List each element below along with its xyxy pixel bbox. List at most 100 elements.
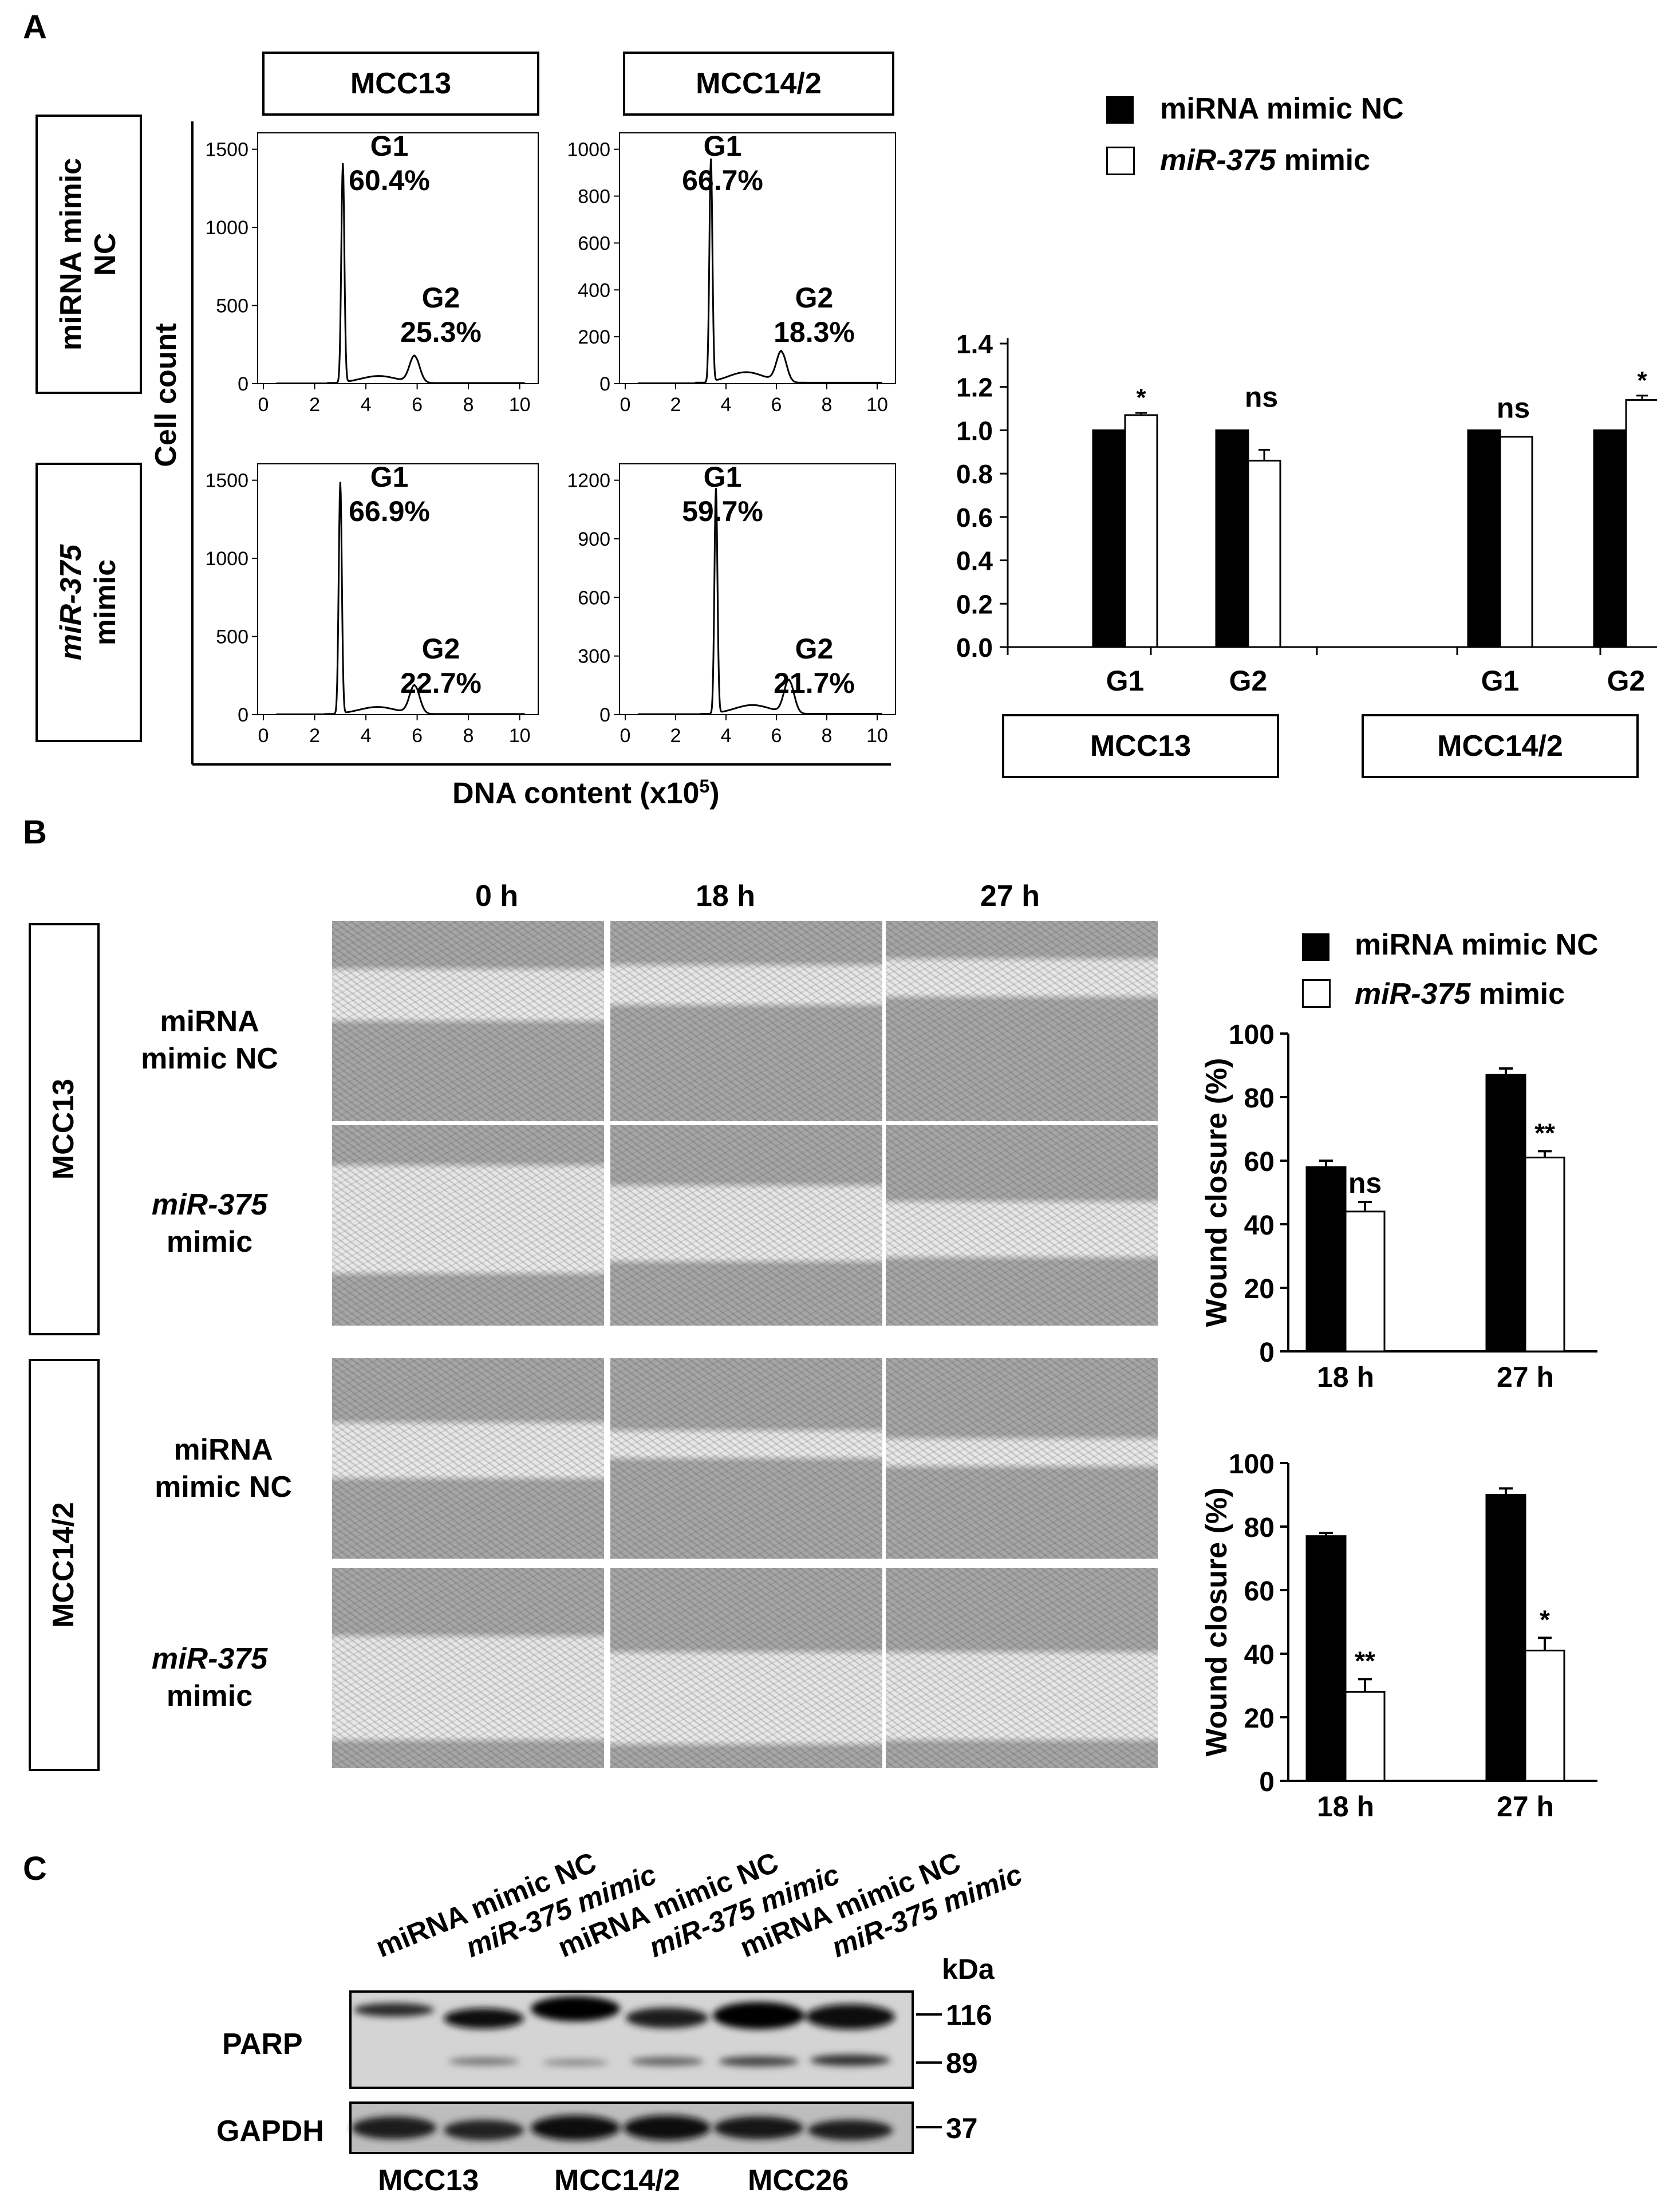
y-tick-label: 0.2 xyxy=(956,589,993,619)
histogram-frame xyxy=(257,132,539,384)
wound-image xyxy=(332,1568,604,1768)
legend-b-mimic-italic: miR-375 xyxy=(1355,977,1471,1011)
chart-a-group-mcc13: MCC13 xyxy=(1002,714,1279,778)
category-label: 18 h xyxy=(1317,1791,1374,1823)
category-label: 18 h xyxy=(1317,1361,1374,1393)
histogram-curve xyxy=(638,488,882,715)
x-tick-label: 0 xyxy=(258,394,269,416)
x-tick-label: 4 xyxy=(361,394,372,416)
blot-cell-line-mcc142: MCC14/2 xyxy=(554,2164,680,2197)
legend-b-swatch-mimic xyxy=(1302,979,1331,1008)
gapdh-blot xyxy=(349,2101,914,2154)
g1-percent: 66.7% xyxy=(682,164,763,196)
cell-count-axis-label: Cell count xyxy=(149,323,183,467)
y-tick-label: 1000 xyxy=(567,139,610,161)
bar-nc xyxy=(1305,1166,1347,1353)
y-tick-label: 80 xyxy=(1244,1083,1275,1114)
wound-image xyxy=(610,1358,882,1559)
y-axis-label: Wound closure (%) xyxy=(1200,1058,1233,1327)
panel-a-col-label-mcc142: MCC14/2 xyxy=(623,52,894,116)
marker-37: 37 xyxy=(946,2112,978,2144)
group-mcc142-label: MCC14/2 xyxy=(47,1502,81,1628)
row-label-mcc13-mimic-l1: miR-375 xyxy=(151,1188,268,1221)
g1-label: G1 xyxy=(370,461,409,493)
x-tick-label: 2 xyxy=(309,725,320,747)
y-tick-label: 300 xyxy=(578,646,610,668)
wound-image xyxy=(610,1125,882,1326)
bar-mimic xyxy=(1524,1649,1565,1782)
western-blot xyxy=(349,1990,942,2154)
y-tick-label: 0 xyxy=(599,373,610,395)
y-tick-label: 60 xyxy=(1244,1147,1275,1177)
y-tick-label: 80 xyxy=(1244,1513,1275,1543)
x-tick-label: 0 xyxy=(620,725,631,747)
y-axis-label: Wound closure (%) xyxy=(1200,1488,1233,1757)
x-tick-label: 6 xyxy=(771,394,782,416)
g2-percent: 25.3% xyxy=(400,316,482,348)
row-label-mcc13-mimic-l2: mimic xyxy=(166,1225,253,1259)
y-tick-label: 40 xyxy=(1244,1211,1275,1241)
histogram-frame xyxy=(257,463,539,715)
x-tick-label: 0 xyxy=(620,394,631,416)
category-label: 27 h xyxy=(1497,1791,1554,1823)
panel-a-letter: A xyxy=(23,9,47,46)
blot-label-gapdh: GAPDH xyxy=(216,2115,324,2148)
row-label-mcc142-mimic-l1: miR-375 xyxy=(151,1642,268,1675)
y-tick-label: 600 xyxy=(578,232,610,254)
y-tick-label: 1.0 xyxy=(956,416,993,445)
category-label: 27 h xyxy=(1497,1361,1554,1393)
bar-mimic xyxy=(1247,459,1281,648)
y-tick-label: 500 xyxy=(216,626,248,648)
x-tick-label: 0 xyxy=(258,725,269,747)
dna-content-axis-label: DNA content (x105) xyxy=(452,776,720,810)
bar-mimic xyxy=(1625,399,1657,648)
group-mcc13-label: MCC13 xyxy=(47,1078,81,1180)
panel-a-col-label-mcc13: MCC13 xyxy=(262,52,539,116)
x-tick-label: 2 xyxy=(309,394,320,416)
kda-label: kDa xyxy=(942,1953,995,1985)
legend-b-swatch-nc xyxy=(1302,933,1329,961)
y-tick-label: 0 xyxy=(238,373,248,395)
wound-image xyxy=(886,1568,1158,1768)
x-tick-label: 8 xyxy=(463,394,474,416)
significance-label: * xyxy=(1540,1604,1550,1634)
marker-89: 89 xyxy=(946,2047,978,2079)
significance-label: ns xyxy=(1497,392,1530,424)
histogram-frame xyxy=(619,132,896,384)
wound-image xyxy=(332,1358,604,1559)
y-tick-label: 1000 xyxy=(205,217,248,239)
histogram-curve xyxy=(276,482,525,715)
g1-label: G1 xyxy=(704,130,742,162)
y-tick-label: 1.4 xyxy=(956,329,993,359)
bar-mimic xyxy=(1124,414,1158,648)
x-tick-label: 6 xyxy=(412,394,423,416)
row-label-mcc142-mimic: miR-375 mimic xyxy=(129,1641,290,1715)
legend-label-nc: miRNA mimic NC xyxy=(1160,92,1404,125)
x-tick-label: 4 xyxy=(721,725,732,747)
x-tick-label: 4 xyxy=(361,725,372,747)
timepoint-27h: 27 h xyxy=(980,880,1040,913)
legend-b-mimic-rest: mimic xyxy=(1470,977,1565,1011)
bar-nc xyxy=(1092,429,1126,648)
chart-a-group-mcc142: MCC14/2 xyxy=(1362,714,1639,778)
g2-label: G2 xyxy=(422,282,460,314)
category-label: G2 xyxy=(1229,665,1268,697)
x-tick-label: 6 xyxy=(412,725,423,747)
y-tick-label: 400 xyxy=(578,279,610,301)
wound-image xyxy=(332,921,604,1121)
y-tick-label: 0.8 xyxy=(956,459,993,489)
row-label-mcc142-nc-l2: mimic NC xyxy=(155,1470,292,1504)
bar-nc xyxy=(1593,429,1627,648)
x-tick-label: 4 xyxy=(721,394,732,416)
y-tick-label: 600 xyxy=(578,587,610,609)
y-tick-label: 800 xyxy=(578,186,610,208)
y-tick-label: 1200 xyxy=(567,470,610,492)
wound-image xyxy=(610,1568,882,1768)
parp-blot xyxy=(349,1990,914,2089)
significance-label: * xyxy=(1136,384,1146,412)
x-tick-label: 10 xyxy=(509,394,531,416)
blot-label-parp: PARP xyxy=(222,2028,303,2061)
